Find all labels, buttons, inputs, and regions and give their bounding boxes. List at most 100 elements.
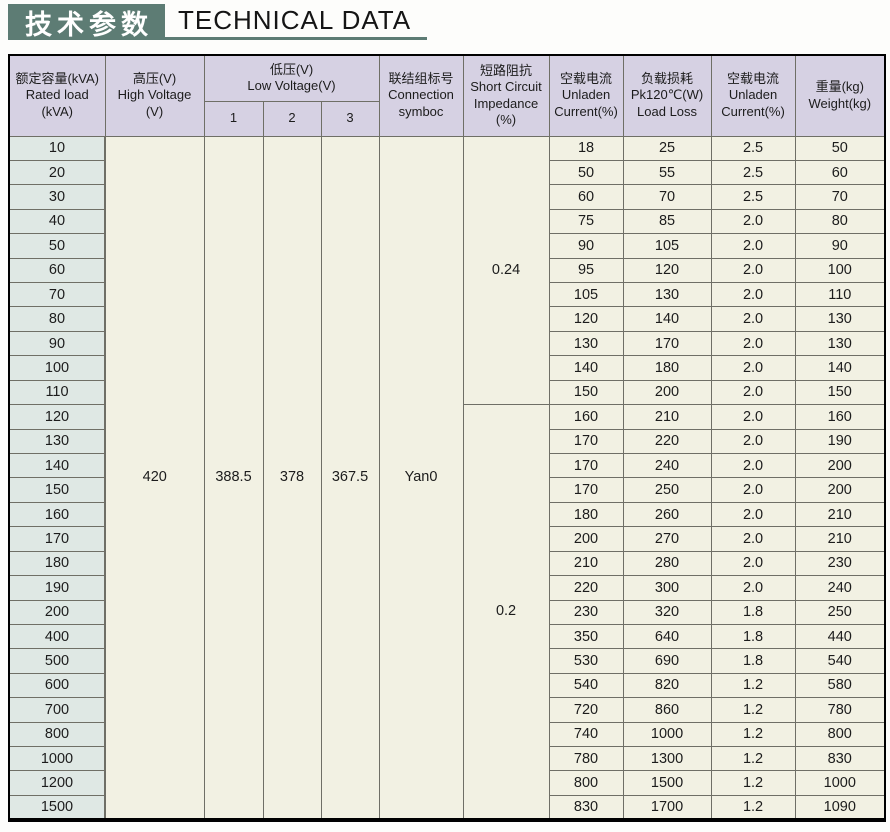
header-weight: 重量(kg) Weight(kg)	[794, 54, 886, 137]
unladen-current-2-cell: 2.0	[710, 257, 796, 284]
unladen-current-2-cell: 1.2	[710, 721, 796, 748]
unladen-current-cell: 105	[548, 282, 624, 308]
rated-load-cell: 20	[8, 159, 106, 186]
unladen-current-cell: 720	[548, 697, 624, 723]
rated-load-cell: 140	[8, 452, 106, 479]
rated-load-cell: 160	[8, 501, 106, 528]
unladen-current-cell: 95	[548, 257, 624, 284]
weight-cell: 70	[794, 184, 886, 210]
rated-load-cell: 100	[8, 355, 106, 381]
header-unladen-current-1: 空载电流 Unladen Current(%)	[548, 54, 624, 137]
weight-cell: 100	[794, 257, 886, 284]
weight-cell: 130	[794, 330, 886, 357]
load-loss-cell: 820	[622, 672, 712, 699]
table-row: 160 180 260 2.0 210	[8, 501, 886, 528]
load-loss-cell: 1300	[622, 746, 712, 772]
rated-load-cell: 200	[8, 599, 106, 625]
load-loss-cell: 1500	[622, 770, 712, 796]
rated-load-cell: 10	[8, 135, 106, 161]
low-voltage-2-cell: 378	[262, 135, 322, 821]
weight-cell: 150	[794, 379, 886, 406]
unladen-current-2-cell: 2.0	[710, 501, 796, 528]
weight-cell: 60	[794, 159, 886, 186]
table-row: 110 150 200 2.0 150	[8, 379, 886, 406]
weight-cell: 230	[794, 550, 886, 577]
unladen-current-cell: 540	[548, 672, 624, 699]
header-impedance: 短路阻抗 Short Circuit Impedance (%)	[462, 54, 550, 137]
unladen-current-cell: 350	[548, 623, 624, 650]
load-loss-cell: 85	[622, 208, 712, 235]
unladen-current-2-cell: 1.2	[710, 770, 796, 796]
unladen-current-2-cell: 2.5	[710, 135, 796, 161]
load-loss-cell: 25	[622, 135, 712, 161]
unladen-current-2-cell: 1.8	[710, 648, 796, 674]
weight-cell: 190	[794, 428, 886, 454]
title-badge: 技术参数	[8, 4, 165, 40]
unladen-current-cell: 210	[548, 550, 624, 577]
page-title-en: TECHNICAL DATA	[165, 4, 428, 40]
unladen-current-2-cell: 2.0	[710, 404, 796, 430]
weight-cell: 210	[794, 526, 886, 552]
table-row: 20 50 55 2.5 60	[8, 159, 886, 186]
weight-cell: 160	[794, 404, 886, 430]
load-loss-cell: 55	[622, 159, 712, 186]
rated-load-cell: 700	[8, 697, 106, 723]
unladen-current-2-cell: 2.0	[710, 428, 796, 454]
unladen-current-cell: 60	[548, 184, 624, 210]
load-loss-cell: 320	[622, 599, 712, 625]
rated-load-cell: 70	[8, 282, 106, 308]
unladen-current-cell: 230	[548, 599, 624, 625]
load-loss-cell: 170	[622, 330, 712, 357]
weight-cell: 780	[794, 697, 886, 723]
rated-load-cell: 80	[8, 306, 106, 332]
header-unladen-current-2: 空载电流 Unladen Current(%)	[710, 54, 796, 137]
rated-load-cell: 150	[8, 477, 106, 503]
impedance-cell: 0.24	[462, 135, 550, 406]
weight-cell: 80	[794, 208, 886, 235]
load-loss-cell: 1000	[622, 721, 712, 748]
header-lv-sub-2: 2	[262, 100, 322, 137]
unladen-current-2-cell: 2.0	[710, 233, 796, 259]
unladen-current-2-cell: 2.0	[710, 330, 796, 357]
table-row: 600 540 820 1.2 580	[8, 672, 886, 699]
connection-symbol-cell: Yan0	[378, 135, 464, 821]
unladen-current-2-cell: 1.2	[710, 794, 796, 821]
unladen-current-cell: 740	[548, 721, 624, 748]
table-row: 170 200 270 2.0 210	[8, 526, 886, 552]
load-loss-cell: 105	[622, 233, 712, 259]
header-connection: 联结组标号 Connection symboc	[378, 54, 464, 137]
rated-load-cell: 30	[8, 184, 106, 210]
load-loss-cell: 690	[622, 648, 712, 674]
unladen-current-cell: 200	[548, 526, 624, 552]
rated-load-cell: 190	[8, 575, 106, 601]
table-row: 40 75 85 2.0 80	[8, 208, 886, 235]
load-loss-cell: 240	[622, 452, 712, 479]
load-loss-cell: 140	[622, 306, 712, 332]
load-loss-cell: 130	[622, 282, 712, 308]
table-row: 400 350 640 1.8 440	[8, 623, 886, 650]
weight-cell: 250	[794, 599, 886, 625]
rated-load-cell: 90	[8, 330, 106, 357]
table-header: 额定容量(kVA) Rated load (kVA) 高压(V) High Vo…	[8, 54, 886, 137]
load-loss-cell: 270	[622, 526, 712, 552]
load-loss-cell: 70	[622, 184, 712, 210]
weight-cell: 90	[794, 233, 886, 259]
table-row: 700 720 860 1.2 780	[8, 697, 886, 723]
unladen-current-2-cell: 2.0	[710, 355, 796, 381]
load-loss-cell: 260	[622, 501, 712, 528]
table-row: 90 130 170 2.0 130	[8, 330, 886, 357]
unladen-current-2-cell: 2.0	[710, 306, 796, 332]
impedance-cell: 0.2	[462, 404, 550, 821]
load-loss-cell: 300	[622, 575, 712, 601]
unladen-current-cell: 170	[548, 477, 624, 503]
unladen-current-2-cell: 2.0	[710, 575, 796, 601]
header-load-loss: 负载损耗 Pk120℃(W) Load Loss	[622, 54, 712, 137]
unladen-current-cell: 220	[548, 575, 624, 601]
weight-cell: 1090	[794, 794, 886, 821]
weight-cell: 140	[794, 355, 886, 381]
rated-load-cell: 60	[8, 257, 106, 284]
unladen-current-cell: 180	[548, 501, 624, 528]
high-voltage-cell: 420	[104, 135, 205, 821]
unladen-current-cell: 170	[548, 452, 624, 479]
rated-load-cell: 170	[8, 526, 106, 552]
